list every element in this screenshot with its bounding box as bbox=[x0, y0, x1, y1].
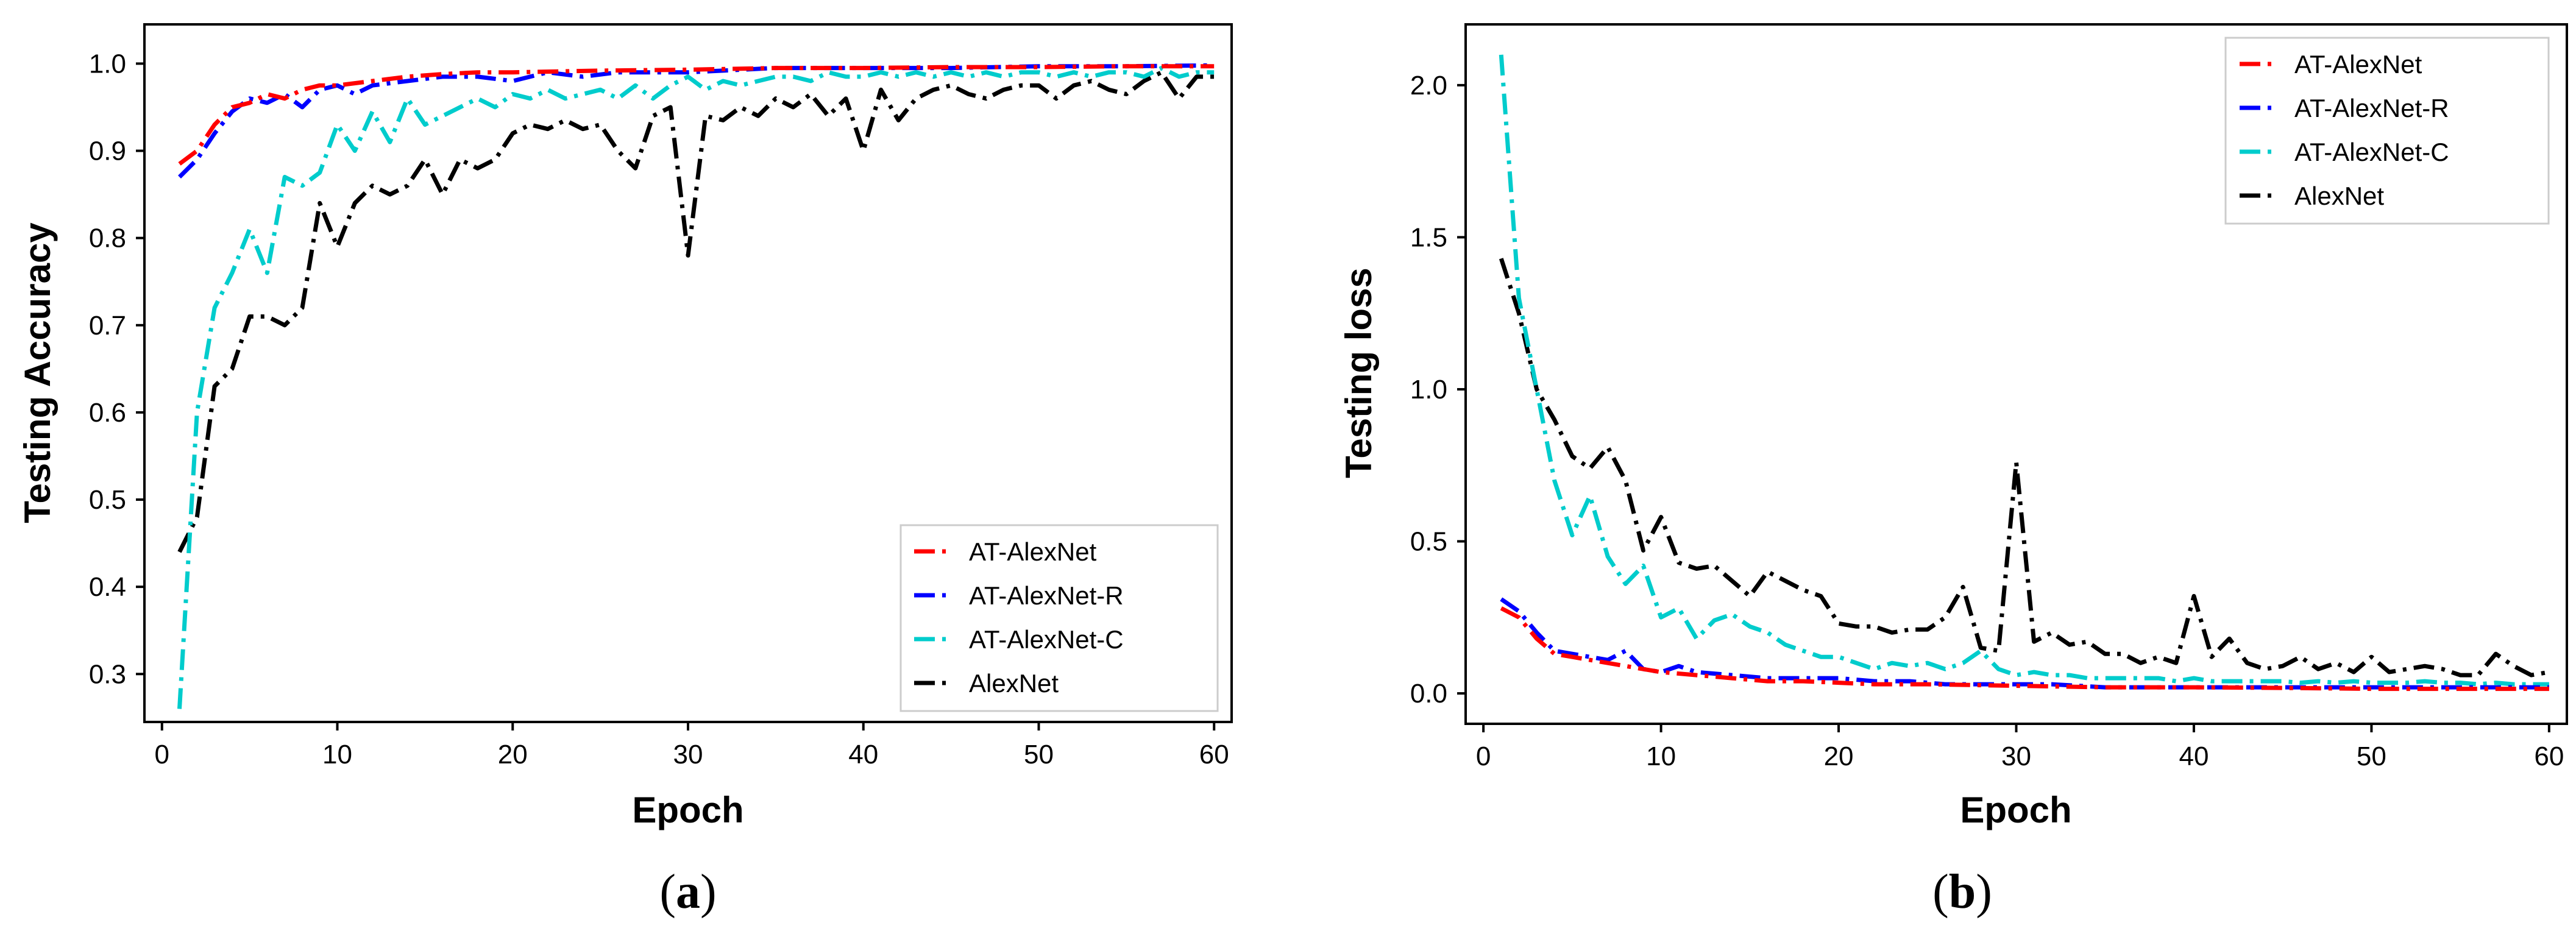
panel-a-accuracy-chart: 0 10 20 30 40 50 60 0.3 0.4 0.5 0.6 0.7 0.8 0.9 1.0 E… bbox=[17, 23, 1233, 919]
panel-a-x-tick-label: 40 bbox=[848, 740, 878, 769]
panel-a-y-tick-label: 0.7 bbox=[89, 311, 126, 341]
panel-b-y-tick-label: 0.0 bbox=[1410, 679, 1447, 709]
panel-b-x-tick-label: 0 bbox=[1476, 741, 1491, 771]
panel-a-legend-label-at-alexnet-r: AT-AlexNet-R bbox=[969, 581, 1124, 610]
panel-a-y-tick-label: 0.8 bbox=[89, 224, 126, 253]
panel-b-y-tick-label: 1.5 bbox=[1410, 222, 1447, 252]
panel-a-series-at-alexnet-r-line bbox=[178, 63, 1215, 179]
panel-b-y-tick-label: 1.0 bbox=[1410, 375, 1447, 405]
panel-a-legend: AT-AlexNet AT-AlexNet-R AT-AlexNet-C AlexNe… bbox=[899, 524, 1219, 712]
panel-a-legend-label-at-alexnet: AT-AlexNet bbox=[969, 537, 1097, 566]
panel-a-x-tick-label: 0 bbox=[155, 740, 169, 769]
panel-a-x-tick-label: 30 bbox=[673, 740, 703, 769]
panel-b-series-layer bbox=[1499, 54, 2550, 692]
panel-b-legend-label-at-alexnet: AT-AlexNet bbox=[2294, 50, 2422, 79]
panel-b-legend-label-at-alexnet-c: AT-AlexNet-C bbox=[2294, 138, 2449, 166]
panel-a-legend-label-at-alexnet-c: AT-AlexNet-C bbox=[969, 625, 1124, 654]
panel-a-x-tick-label: 10 bbox=[322, 740, 352, 769]
panel-b-x-ticks: 0 10 20 30 40 50 60 bbox=[1476, 724, 2564, 771]
panel-b-series-at-alexnet-r-line bbox=[1500, 597, 2549, 690]
panel-a-legend-label-alexnet: AlexNet bbox=[969, 669, 1059, 698]
panel-b-x-tick-label: 40 bbox=[2179, 741, 2209, 771]
panel-a-y-tick-label: 0.5 bbox=[89, 485, 126, 515]
panel-a-series-alexnet-line bbox=[177, 70, 1215, 553]
panel-b-legend: AT-AlexNet AT-AlexNet-R AT-AlexNet-C AlexNe… bbox=[2224, 37, 2550, 225]
panel-a-x-ticks: 0 10 20 30 40 50 60 bbox=[155, 722, 1229, 769]
panel-a-series-layer bbox=[177, 63, 1215, 709]
panel-b-series-at-alexnet-line bbox=[1500, 606, 2549, 692]
panel-a-y-tick-label: 0.4 bbox=[89, 572, 126, 602]
panel-b-x-tick-label: 30 bbox=[2001, 741, 2031, 771]
panel-a-x-tick-label: 60 bbox=[1199, 740, 1229, 769]
panel-a-x-axis-label: Epoch bbox=[632, 790, 743, 830]
panel-a-series-at-alexnet-line bbox=[178, 64, 1215, 166]
panel-a-y-tick-label: 0.6 bbox=[89, 398, 126, 428]
panel-b-x-tick-label: 20 bbox=[1824, 741, 1854, 771]
panel-a-y-axis-label: Testing Accuracy bbox=[17, 222, 58, 523]
panel-b-y-tick-label: 0.5 bbox=[1410, 527, 1447, 557]
panel-a-y-ticks: 0.3 0.4 0.5 0.6 0.7 0.8 0.9 1.0 bbox=[89, 49, 144, 689]
panel-b-x-tick-label: 50 bbox=[2357, 741, 2386, 771]
panel-b-series-alexnet-line bbox=[1499, 258, 2550, 678]
panel-a-series-at-alexnet-c-line bbox=[177, 66, 1215, 709]
panel-a-x-tick-label: 20 bbox=[498, 740, 528, 769]
panel-a-caption: (a) bbox=[659, 865, 716, 919]
panel-a-x-tick-label: 50 bbox=[1024, 740, 1054, 769]
panel-b-y-ticks: 0.0 0.5 1.0 1.5 2.0 bbox=[1410, 71, 1466, 709]
panel-b-caption: (b) bbox=[1932, 865, 1992, 919]
panel-a-y-tick-label: 1.0 bbox=[89, 49, 126, 79]
panel-b-y-axis-label: Testing loss bbox=[1338, 267, 1379, 478]
panel-b-x-tick-label: 60 bbox=[2534, 741, 2564, 771]
panel-b-legend-label-alexnet: AlexNet bbox=[2294, 182, 2384, 210]
panel-b-x-axis-label: Epoch bbox=[1960, 790, 2071, 830]
panel-b-legend-label-at-alexnet-r: AT-AlexNet-R bbox=[2294, 94, 2449, 122]
panel-a-y-tick-label: 0.9 bbox=[89, 136, 126, 166]
panel-b-x-tick-label: 10 bbox=[1646, 741, 1676, 771]
panel-b-loss-chart: 0 10 20 30 40 50 60 0.0 0.5 1.0 1.5 2.0 Epoch Test… bbox=[1338, 23, 2568, 919]
panel-b-y-tick-label: 2.0 bbox=[1410, 71, 1447, 101]
panel-a-y-tick-label: 0.3 bbox=[89, 659, 126, 689]
panel-a-legend-box bbox=[899, 524, 1219, 712]
panel-b-legend-box bbox=[2224, 37, 2550, 225]
